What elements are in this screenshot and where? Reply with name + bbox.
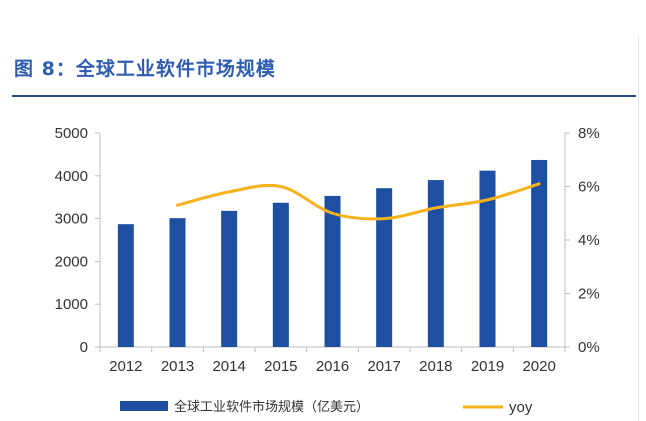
bar	[427, 180, 444, 347]
left-tick-label: 1000	[55, 296, 88, 313]
legend-swatch-bar	[120, 401, 168, 411]
x-tick-label: 2013	[161, 358, 194, 375]
left-tick-label: 2000	[55, 253, 88, 270]
left-tick-label: 4000	[55, 168, 88, 185]
left-tick-label: 0	[80, 339, 88, 356]
bar	[169, 218, 186, 347]
bar	[479, 170, 496, 347]
bar	[117, 224, 134, 347]
right-tick-label: 0%	[578, 339, 600, 356]
bar	[221, 210, 238, 347]
x-tick-label: 2016	[316, 358, 349, 375]
left-tick-label: 3000	[55, 211, 88, 228]
x-tick-label: 2018	[419, 358, 452, 375]
legend-label-bar: 全球工业软件市场规模（亿美元）	[174, 399, 369, 415]
bar	[531, 159, 548, 347]
page-edge	[638, 36, 639, 421]
x-tick-label: 2012	[109, 358, 142, 375]
yoy-line	[176, 182, 541, 221]
right-tick-label: 8%	[578, 125, 600, 142]
right-tick-label: 2%	[578, 286, 600, 303]
title-rule	[12, 95, 636, 97]
right-tick-label: 6%	[578, 179, 600, 196]
x-tick-label: 2019	[471, 358, 504, 375]
figure-title: 图 8：全球工业软件市场规模	[14, 58, 276, 80]
right-tick-label: 4%	[578, 232, 600, 249]
bar	[376, 188, 393, 347]
x-tick-label: 2020	[522, 358, 555, 375]
bar	[324, 195, 341, 347]
legend-label-line: yoy	[509, 399, 533, 416]
x-tick-label: 2015	[264, 358, 297, 375]
left-tick-label: 5000	[55, 125, 88, 142]
bar	[272, 202, 289, 347]
x-tick-label: 2014	[212, 358, 245, 375]
x-tick-label: 2017	[367, 358, 400, 375]
